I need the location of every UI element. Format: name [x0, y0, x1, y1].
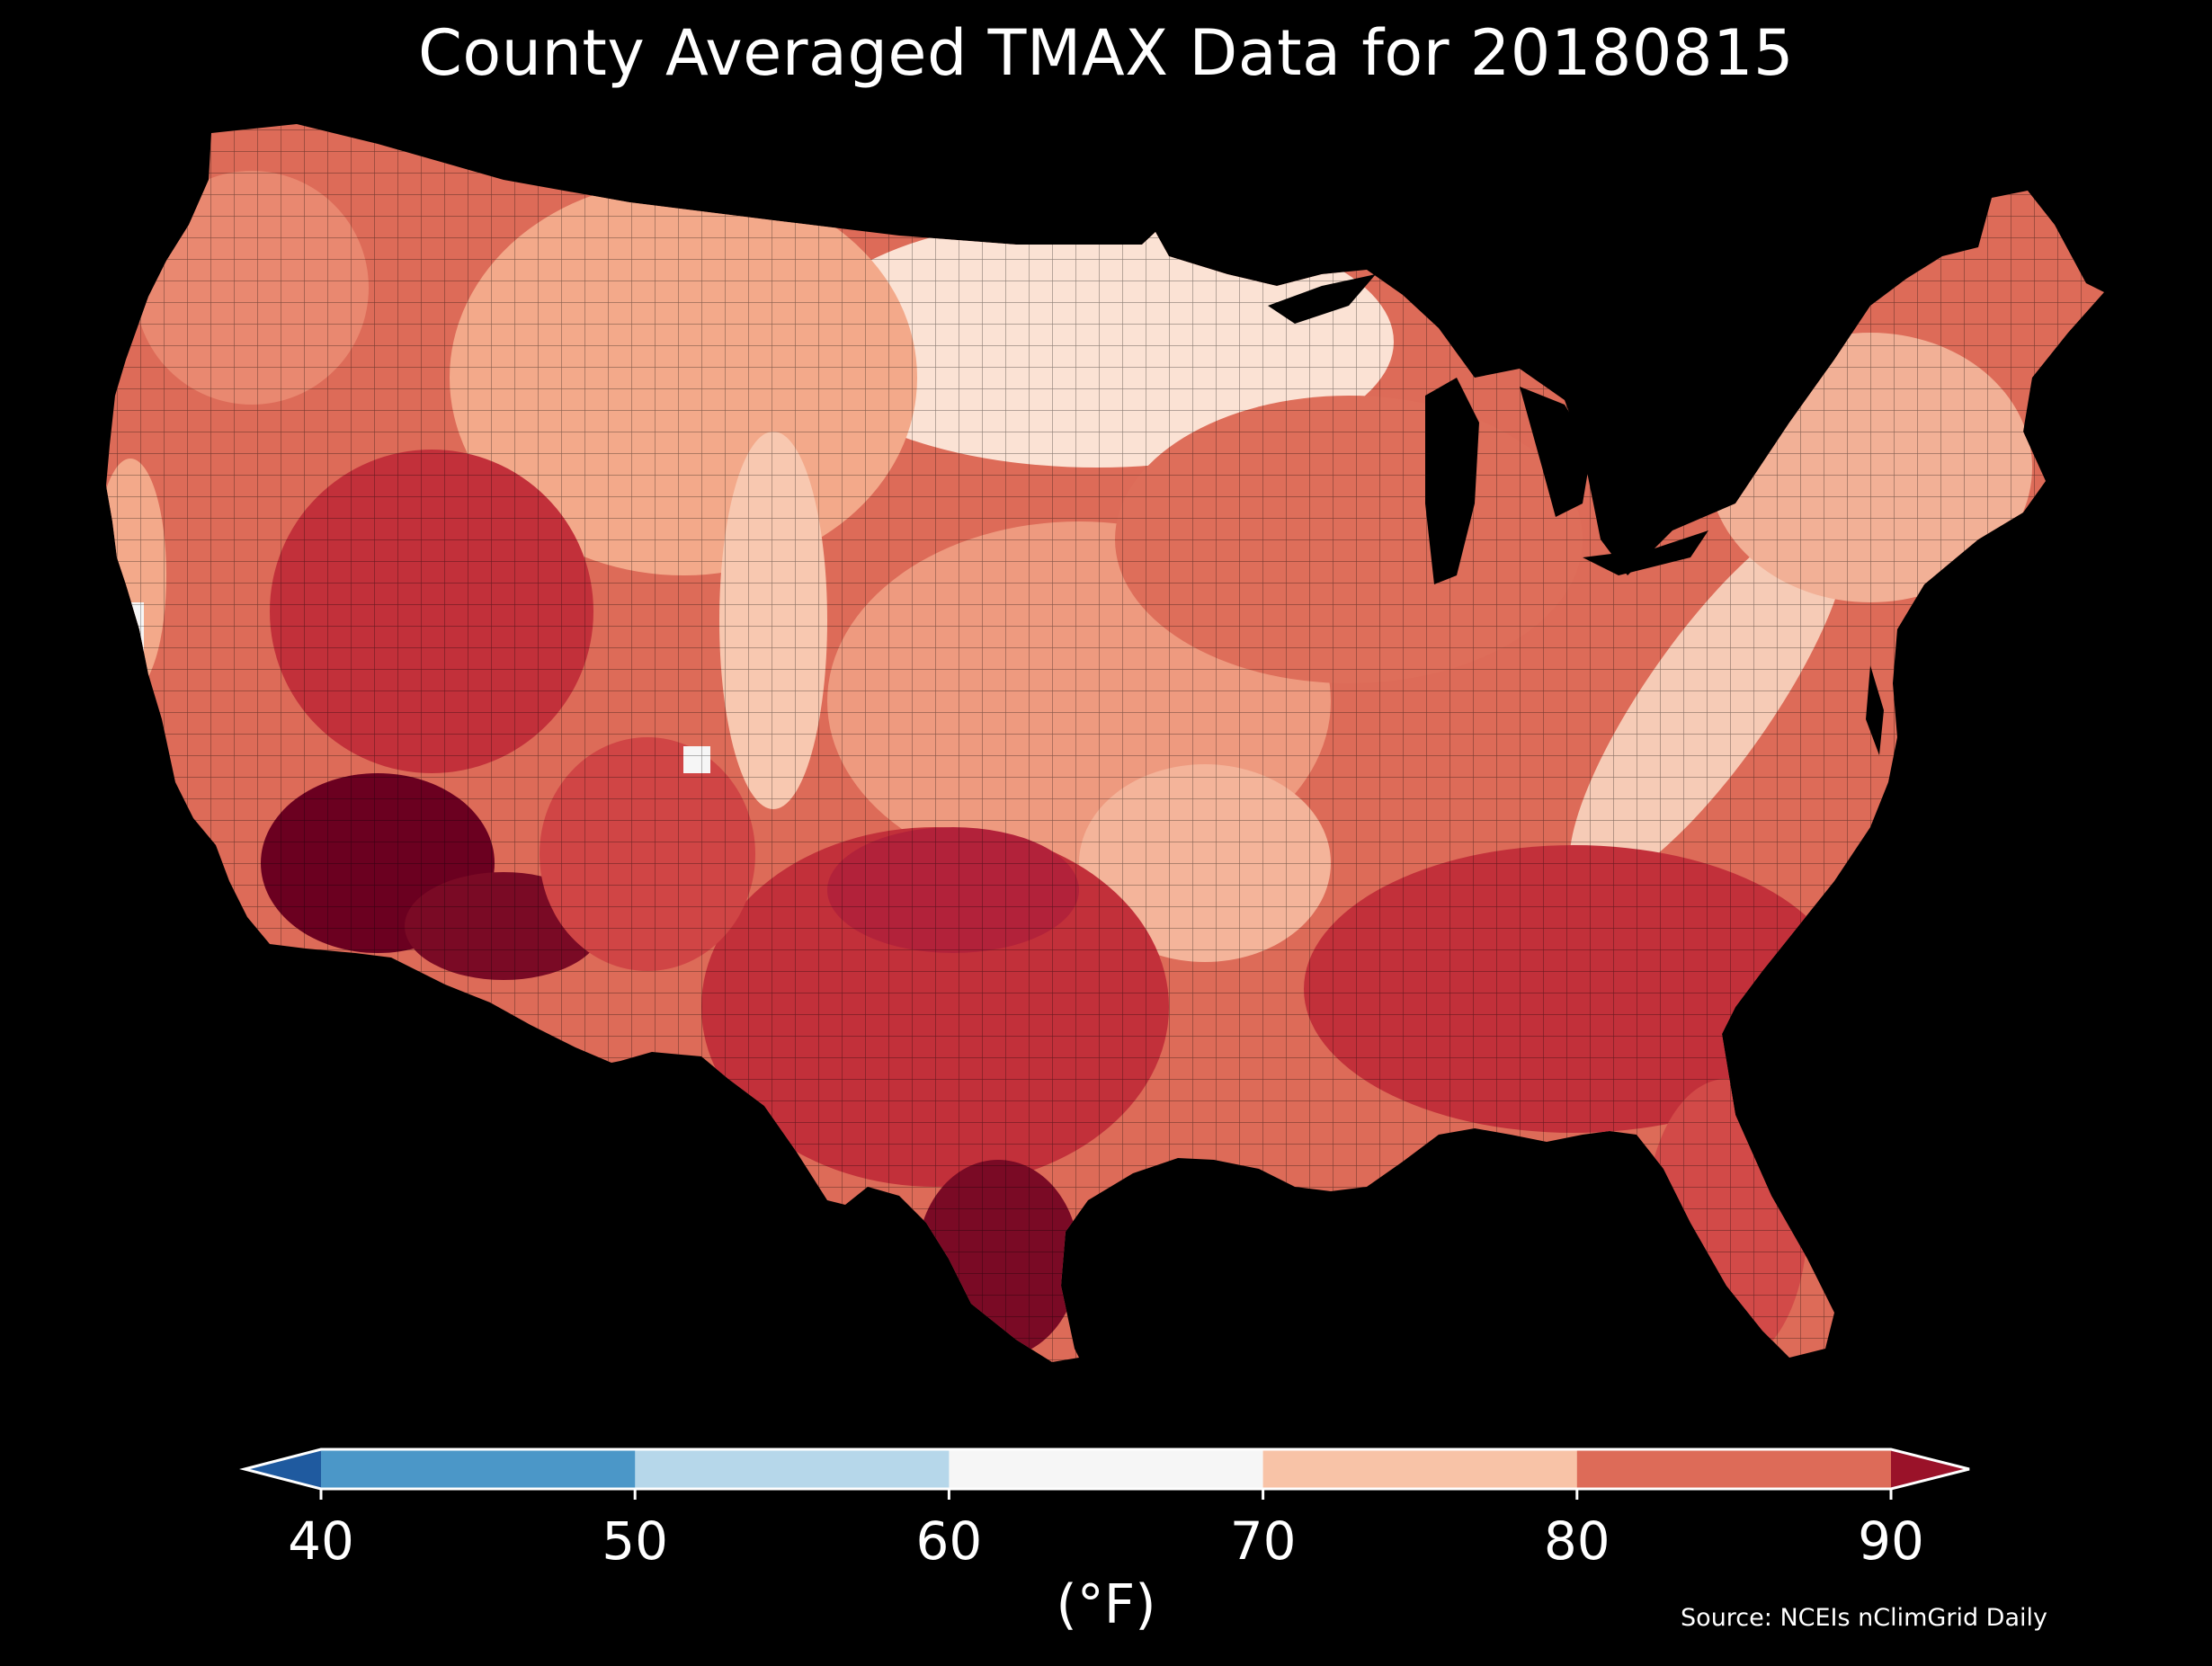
colorbar-extend-high	[1891, 1449, 1969, 1489]
source-credit: Source: NCEIs nClimGrid Daily	[1681, 1604, 2047, 1632]
lake-michigan	[1425, 378, 1479, 584]
colorbar-bin-60-70	[949, 1449, 1264, 1489]
colorbar-bin-50-60	[635, 1449, 950, 1489]
colorbar-units-label: (°F)	[1056, 1573, 1156, 1636]
colorbar-extend-low	[245, 1449, 321, 1489]
colorbar-tick-label: 50	[602, 1510, 668, 1572]
colorbar-bin-70-80	[1262, 1449, 1578, 1489]
lake-huron	[1520, 387, 1592, 517]
colorbar-bins	[239, 1448, 1970, 1491]
colorbar-tick-label: 90	[1858, 1510, 1924, 1572]
chesapeake-bay	[1866, 665, 1884, 755]
colorbar-bin-40-50	[321, 1449, 636, 1489]
lake-superior	[1268, 274, 1376, 324]
colorbar-tick-label: 60	[915, 1510, 982, 1572]
colorbar-tick-label: 70	[1230, 1510, 1297, 1572]
lake-erie	[1583, 530, 1708, 575]
colorbar-ticks: 40 50 60 70 80 90	[288, 1489, 1924, 1572]
map-title: County Averaged TMAX Data for 20180815	[417, 16, 1795, 90]
great-lakes	[1268, 274, 1708, 584]
colorbar-bin-80-90	[1576, 1449, 1892, 1489]
colorbar-tick-label: 80	[1544, 1510, 1610, 1572]
colorbar-tick-label: 40	[288, 1510, 354, 1572]
